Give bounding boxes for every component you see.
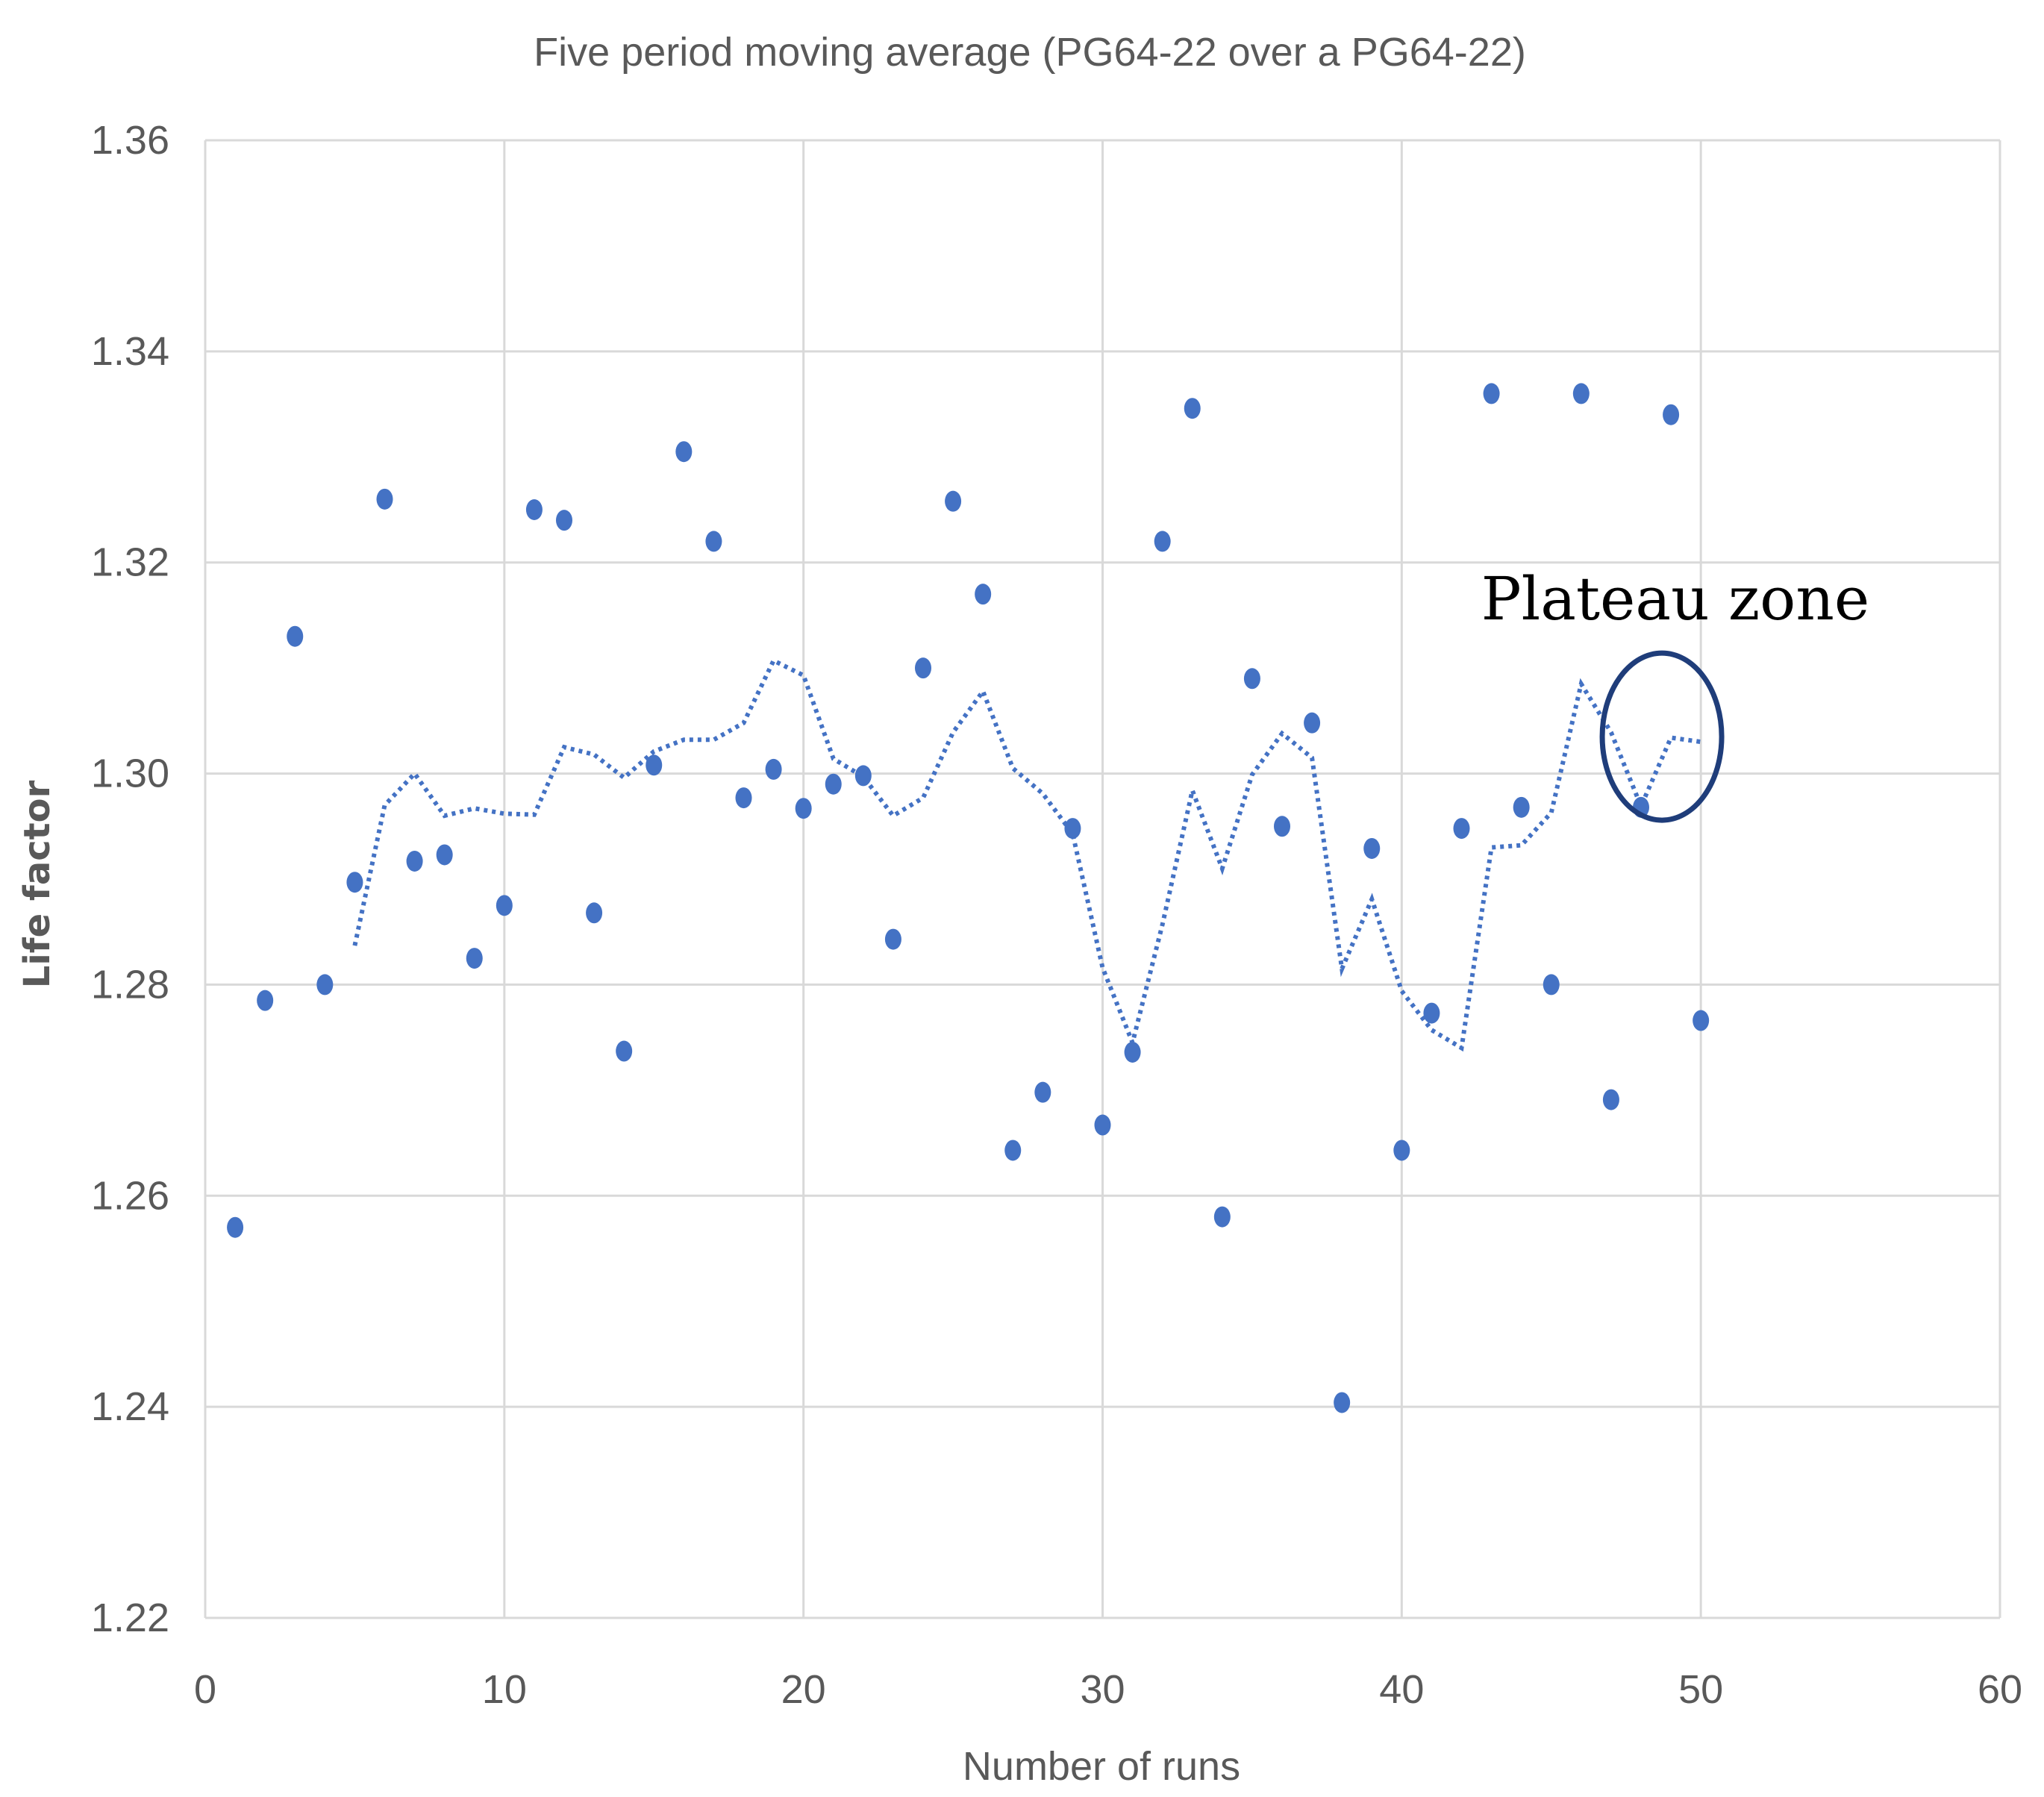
data-point-33 — [1184, 398, 1201, 419]
chart-title: Five period moving average (PG64-22 over… — [534, 30, 1526, 75]
data-point-42 — [1453, 818, 1470, 840]
data-point-30 — [1094, 1114, 1111, 1136]
data-point-26 — [975, 584, 992, 605]
plateau-zone-circle — [1599, 650, 1725, 823]
gridlines — [204, 139, 2001, 1619]
data-point-44 — [1513, 796, 1530, 818]
y-axis-ticks: 1.22 1.24 1.26 1.28 1.30 1.32 1.34 1.36 — [91, 118, 169, 1640]
data-point-22 — [854, 765, 872, 787]
data-point-40 — [1393, 1140, 1410, 1161]
data-point-12 — [556, 510, 572, 531]
data-point-34 — [1213, 1206, 1231, 1228]
data-point-46 — [1572, 383, 1590, 404]
data-point-9 — [466, 948, 483, 969]
y-tick-label-1: 1.24 — [91, 1384, 169, 1429]
data-point-18 — [735, 787, 752, 809]
y-tick-label-0: 1.22 — [91, 1596, 169, 1640]
data-point-21 — [825, 773, 842, 795]
data-point-8 — [436, 844, 453, 866]
data-point-49 — [1663, 404, 1680, 425]
moving-average-line — [352, 657, 1701, 1052]
data-point-24 — [915, 657, 931, 679]
data-point-5 — [346, 872, 363, 893]
data-point-36 — [1274, 816, 1290, 837]
data-point-17 — [705, 531, 722, 552]
y-axis-label: Life factor — [16, 780, 58, 988]
data-point-41 — [1423, 1002, 1440, 1024]
data-point-28 — [1034, 1081, 1051, 1103]
x-tick-label-6: 60 — [1978, 1667, 2022, 1712]
x-tick-label-3: 30 — [1080, 1667, 1125, 1712]
data-point-47 — [1602, 1089, 1619, 1110]
data-point-2 — [257, 990, 274, 1011]
data-point-27 — [1004, 1140, 1022, 1161]
x-tick-label-4: 40 — [1379, 1667, 1424, 1712]
data-point-37 — [1304, 712, 1321, 734]
data-point-38 — [1334, 1392, 1351, 1413]
data-point-39 — [1363, 837, 1381, 859]
data-point-1 — [227, 1216, 244, 1238]
y-tick-label-4: 1.30 — [91, 751, 169, 796]
data-point-25 — [945, 490, 962, 512]
data-point-50 — [1693, 1010, 1710, 1031]
data-point-10 — [496, 895, 513, 916]
x-axis-ticks: 0 10 20 30 40 50 60 — [194, 1667, 2022, 1712]
data-point-31 — [1124, 1041, 1141, 1063]
data-point-4 — [316, 974, 334, 996]
data-point-6 — [376, 488, 393, 510]
data-point-43 — [1483, 383, 1500, 404]
x-tick-label-2: 20 — [781, 1667, 826, 1712]
x-tick-label-5: 50 — [1678, 1667, 1723, 1712]
data-point-19 — [765, 758, 782, 780]
data-point-14 — [616, 1040, 633, 1062]
data-point-35 — [1243, 668, 1260, 690]
data-point-15 — [646, 754, 663, 776]
y-tick-label-3: 1.28 — [91, 962, 169, 1007]
data-point-3 — [287, 625, 304, 647]
data-point-11 — [525, 499, 543, 520]
y-tick-label-6: 1.34 — [91, 329, 169, 374]
annotation-layer: Plateau zone — [1481, 564, 1869, 823]
data-point-13 — [586, 902, 603, 924]
y-tick-label-2: 1.26 — [91, 1173, 169, 1218]
data-point-16 — [675, 441, 693, 463]
plateau-zone-label: Plateau zone — [1481, 564, 1869, 634]
data-point-29 — [1064, 818, 1081, 840]
x-axis-label: Number of runs — [963, 1744, 1240, 1789]
data-point-23 — [884, 928, 901, 950]
data-point-32 — [1154, 531, 1171, 552]
data-point-20 — [795, 798, 812, 819]
data-point-7 — [406, 850, 423, 872]
data-series — [227, 383, 1710, 1413]
y-tick-label-5: 1.32 — [91, 540, 169, 585]
x-tick-label-1: 10 — [482, 1667, 527, 1712]
x-tick-label-0: 0 — [194, 1667, 216, 1712]
data-point-45 — [1543, 974, 1560, 996]
y-tick-label-7: 1.36 — [91, 118, 169, 163]
